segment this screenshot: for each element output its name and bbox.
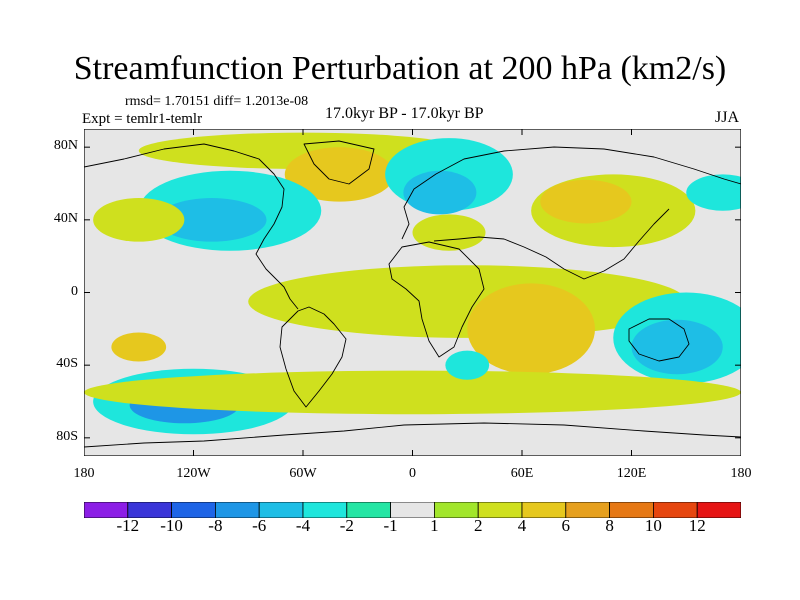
- lon-label: 0: [409, 466, 416, 481]
- colorbar-label: 10: [644, 516, 662, 535]
- colorbar-label: -1: [383, 516, 398, 535]
- region-east-pacific-positive: [111, 332, 167, 362]
- region-mediterranean-positive: [412, 214, 486, 251]
- coastline-africa: [388, 241, 485, 358]
- lon-label: 120E: [616, 466, 647, 481]
- coastline-greenland: [303, 140, 375, 185]
- region-australia-negative-core: [631, 319, 723, 375]
- season-text: JJA: [715, 109, 740, 126]
- stats-text: rmsd= 1.70151 diff= 1.2013e-08: [125, 94, 309, 109]
- coastline-asia-south: [433, 208, 670, 280]
- coastline-south-america: [279, 306, 347, 408]
- chart-title: Streamfunction Perturbation at 200 hPa (…: [73, 50, 727, 87]
- coastline-eurasia: [401, 146, 741, 240]
- region-southern-ocean-positive: [84, 370, 741, 415]
- region-south-atlantic-negative: [445, 350, 490, 380]
- lon-label: 120W: [176, 466, 211, 481]
- colorbar-label: -6: [252, 516, 267, 535]
- region-north-america-negative-core: [157, 198, 267, 242]
- colorbar-label: 4: [517, 516, 527, 535]
- colorbar-label: -2: [339, 516, 354, 535]
- lon-label: 60E: [510, 466, 534, 481]
- lat-label: 40S: [56, 356, 78, 372]
- lon-label: 180: [730, 466, 752, 481]
- colorbar-label: 12: [688, 516, 706, 535]
- region-west-pacific-negative: [686, 174, 741, 211]
- lon-label: 180: [73, 466, 95, 481]
- region-scandinavia-negative-core: [403, 170, 477, 215]
- streamfunction-map: [84, 129, 741, 456]
- lat-label: 0: [71, 283, 78, 299]
- colorbar-label: -10: [160, 516, 183, 535]
- colorbar-label: -12: [116, 516, 140, 535]
- colorbar-label: -8: [208, 516, 223, 535]
- lon-label: 60W: [289, 466, 317, 481]
- colorbar-label: -4: [295, 516, 311, 535]
- region-indian-ocean-positive-core: [467, 283, 595, 375]
- colorbar: [84, 502, 741, 518]
- colorbar-label: 1: [430, 516, 439, 535]
- lat-label: 40N: [53, 210, 78, 226]
- region-north-pacific-positive: [93, 198, 185, 242]
- experiment-text: Expt = temlr1-temlr: [82, 111, 203, 127]
- region-asia-positive-core: [540, 179, 632, 224]
- coastline-north-america: [84, 143, 299, 310]
- colorbar-swatch: [696, 502, 741, 518]
- axis-ticks: [84, 129, 741, 456]
- coastline-antarctica: [84, 422, 741, 448]
- colorbar-label: 6: [561, 516, 571, 535]
- lat-label: 80S: [56, 428, 78, 444]
- lat-label: 80N: [53, 138, 78, 154]
- coastlines: [84, 140, 741, 448]
- coastline-australia: [628, 318, 690, 362]
- period-text: 17.0kyr BP - 17.0kyr BP: [325, 105, 484, 122]
- colorbar-label: 8: [605, 516, 614, 535]
- colorbar-label: 2: [473, 516, 483, 535]
